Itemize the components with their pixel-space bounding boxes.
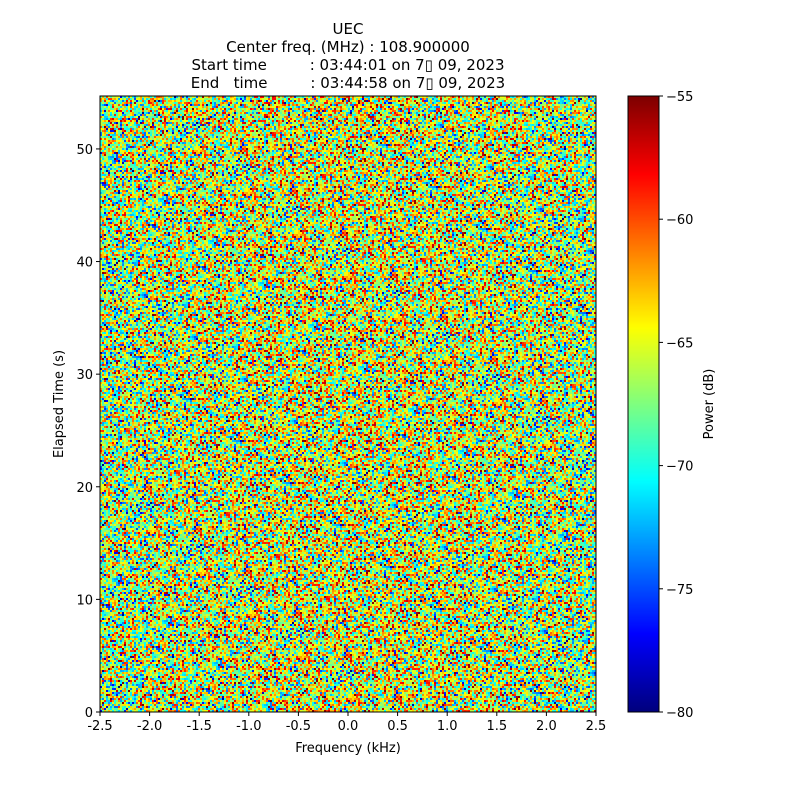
- colorbar-tick-label: −70: [666, 460, 693, 475]
- y-tick-label: 40: [76, 256, 93, 271]
- colorbar-tick-label: −55: [666, 90, 693, 105]
- x-tick-label: -0.5: [286, 719, 311, 734]
- x-tick-label: 1.5: [486, 719, 507, 734]
- y-tick-label: 30: [76, 368, 93, 383]
- chart-subtitle-start-time: Start time : 03:44:01 on 7▯ 09, 2023: [191, 56, 505, 74]
- x-tick-label: 0.5: [387, 719, 408, 734]
- x-tick-label: -1.0: [236, 719, 261, 734]
- x-axis-label: Frequency (kHz): [295, 741, 401, 756]
- y-tick-label: 0: [85, 706, 93, 721]
- colorbar-frame: [627, 95, 660, 713]
- chart-subtitle-end-time: End time : 03:44:58 on 7▯ 09, 2023: [190, 74, 506, 92]
- y-axis-label: Elapsed Time (s): [52, 350, 67, 458]
- x-tick-label: 2.5: [586, 719, 607, 734]
- y-tick-label: 50: [76, 143, 93, 158]
- plot-frame: [99, 95, 597, 713]
- colorbar-tick-label: −60: [666, 213, 693, 228]
- y-tick-label: 20: [76, 481, 93, 496]
- x-tick-label: 1.0: [437, 719, 458, 734]
- y-tick-label: 10: [76, 593, 93, 608]
- x-tick-label: 0.0: [338, 719, 359, 734]
- colorbar-gradient: [628, 96, 659, 712]
- x-tick-label: -2.5: [87, 719, 112, 734]
- colorbar-tick-label: −65: [666, 336, 693, 351]
- x-tick-label: 2.0: [536, 719, 557, 734]
- colorbar-tick-label: −80: [666, 706, 693, 721]
- chart-title: UEC: [332, 20, 364, 38]
- x-tick-label: -1.5: [187, 719, 212, 734]
- chart-subtitle-center-freq: Center freq. (MHz) : 108.900000: [226, 38, 470, 56]
- x-tick-label: -2.0: [137, 719, 162, 734]
- colorbar-label: Power (dB): [702, 369, 717, 440]
- colorbar-tick-label: −75: [666, 583, 693, 598]
- spectrogram-image: [100, 96, 596, 712]
